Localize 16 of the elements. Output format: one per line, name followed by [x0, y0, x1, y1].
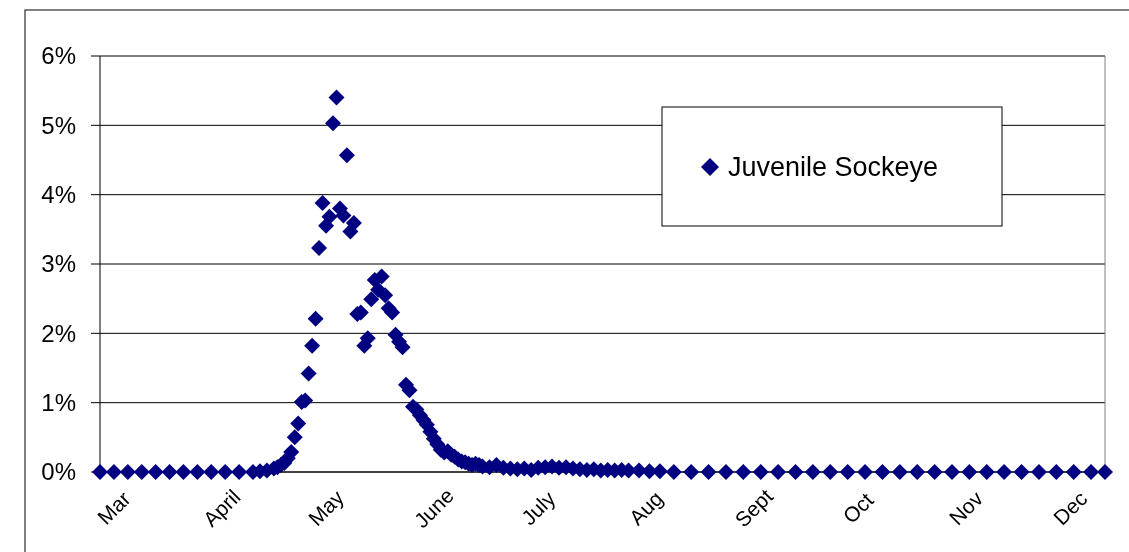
x-tick-label: May — [303, 485, 349, 531]
y-tick-label: 3% — [41, 250, 76, 278]
y-tick-label: 2% — [41, 319, 76, 347]
y-tick-label: 1% — [41, 389, 76, 417]
legend: Juvenile Sockeye — [661, 106, 1003, 227]
x-tick-label: Dec — [1048, 486, 1092, 530]
y-tick-label: 0% — [41, 458, 76, 486]
x-tick-label: Nov — [944, 486, 988, 530]
y-tick-label: 4% — [41, 181, 76, 209]
x-tick-label: Oct — [838, 488, 878, 528]
x-tick-label: Aug — [624, 486, 668, 530]
legend-label: Juvenile Sockeye — [728, 152, 939, 183]
y-tick-label: 6% — [41, 42, 76, 70]
y-tick-label: 5% — [41, 111, 76, 139]
x-tick-label: Mar — [92, 486, 135, 529]
x-tick-label: July — [516, 486, 560, 530]
